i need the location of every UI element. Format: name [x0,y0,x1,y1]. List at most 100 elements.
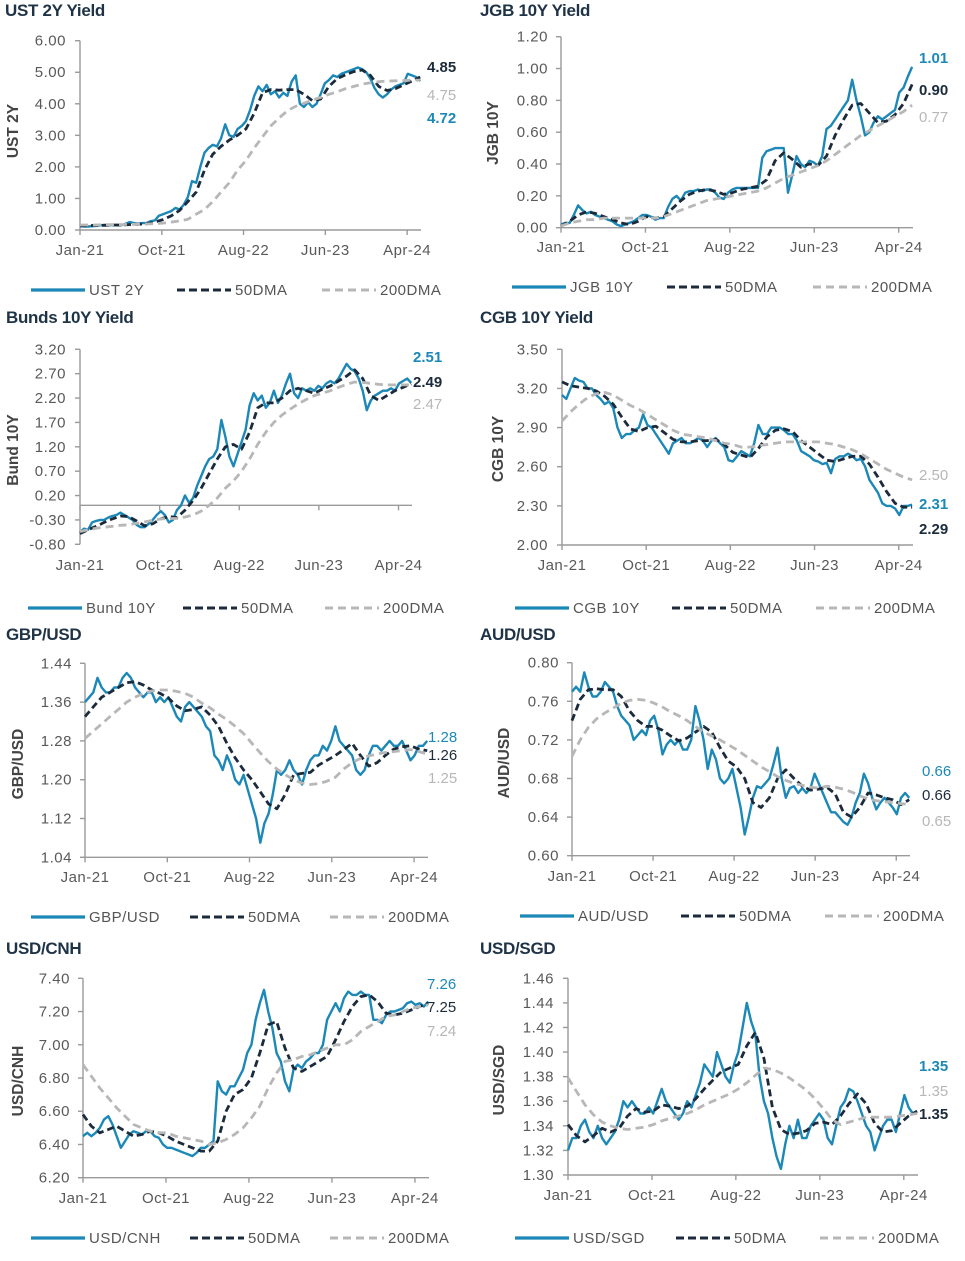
50dma-last-value-label: 1.26 [428,747,457,764]
legend-item-cgb-10y: CGB 10Y [515,599,640,617]
y-tick-label: 0.76 [528,693,559,710]
legend-dashed-line-icon [820,1236,874,1240]
legend-dashed-line-icon [816,606,870,610]
legend-label: 200DMA [388,1229,450,1247]
50dma-last-value-label: 0.90 [919,82,948,99]
legend-dashed-line-icon [325,606,379,610]
y-tick-label: -0.80 [29,536,66,553]
bund-10y-last-value-label: 2.51 [413,349,442,366]
x-tick-label: Apr-24 [383,242,431,259]
usd-sgd-chart: 1.30 1.32 1.34 1.36 1.38 1.40 1.42 1.44 1.46 Jan-… [523,970,948,1204]
y-tick-label: 0.40 [517,156,548,173]
50dma-series-line [79,368,412,535]
50dma-last-value-label: 1.35 [919,1106,948,1123]
chart-title-usd-sgd: USD/SGD [480,939,556,958]
x-tick-label: Oct-21 [628,1187,676,1204]
legend-item-50dma: 50DMA [672,599,783,617]
ust-2y-series-line [79,66,422,228]
legend-label: 50DMA [248,1229,301,1247]
x-tick-label: Jun-23 [790,239,839,256]
x-tick-label: Jun-23 [795,1187,844,1204]
50dma-series-line [81,993,429,1153]
legend-label: GBP/USD [89,908,161,926]
legend-solid-line-icon [512,285,566,289]
x-tick-label: Jun-23 [307,869,356,886]
usd-cnh-chart: 6.20 6.40 6.60 6.80 7.00 7.20 7.40 Jan-21 Oct-21… [39,970,456,1207]
y-tick-label: 6.80 [39,1070,70,1087]
x-tick-label: Aug-22 [708,868,759,885]
chart-title-cgb-10y-yield: CGB 10Y Yield [480,308,593,327]
legend-dashed-line-icon [190,1236,244,1240]
bund-10y-series-line [79,362,413,534]
x-tick-label: Aug-22 [710,1187,761,1204]
y-axis-title: AUD/USD [496,727,513,799]
y-tick-label: 6.40 [39,1137,70,1154]
y-tick-label: 2.00 [517,537,548,554]
y-tick-label: 1.44 [41,655,72,672]
200dma-last-value-label: 4.75 [427,87,456,104]
legend-label: 200DMA [878,1229,940,1247]
y-tick-label: 0.20 [517,188,548,205]
50dma-last-value-label: 0.66 [922,787,951,804]
x-tick-label: Jan-21 [56,557,105,574]
y-tick-label: 1.46 [523,970,554,987]
50dma-series-line [79,68,421,228]
y-tick-label: 2.30 [517,498,548,515]
jgb-10y-series-line [560,66,914,228]
200dma-last-value-label: 1.25 [428,770,457,787]
x-tick-label: Jan-21 [548,868,597,885]
50dma-last-value-label: 7.25 [427,999,456,1016]
legend-dashed-line-icon [813,285,867,289]
200dma-last-value-label: 2.50 [919,467,948,484]
y-tick-label: 1.36 [523,1093,554,1110]
x-tick-label: Jun-23 [307,1190,356,1207]
legend-item-bund-10y: Bund 10Y [28,599,156,617]
y-axis-title: USD/CNH [10,1045,27,1117]
legend-label: CGB 10Y [573,599,640,617]
legend-item-gbp-usd: GBP/USD [31,908,160,926]
y-tick-label: 0.00 [35,222,66,239]
x-tick-label: Apr-24 [880,1187,928,1204]
200dma-series-line [560,103,913,228]
aud-usd-series-line [571,671,911,836]
legend-label: 50DMA [725,278,778,296]
legend-item-200dma: 200DMA [820,1229,939,1247]
chart-title-jgb-10y-yield: JGB 10Y Yield [480,1,591,20]
200dma-last-value-label: 1.35 [919,1083,948,1100]
200dma-series-line [81,1003,429,1146]
legend-item-jgb-10y: JGB 10Y [512,278,634,296]
x-tick-label: Jan-21 [537,239,586,256]
y-tick-label: 1.20 [517,29,548,46]
chart-title-bunds-10y-yield: Bunds 10Y Yield [6,308,134,327]
x-tick-label: Jan-21 [544,1187,593,1204]
y-tick-label: 7.20 [39,1004,70,1021]
200dma-series-line [566,1066,918,1131]
legend-item-200dma: 200DMA [813,278,932,296]
legend-dashed-line-icon [681,914,735,918]
y-tick-label: 1.38 [523,1069,554,1086]
legend-item-200dma: 200DMA [330,1229,449,1247]
y-tick-label: 1.40 [523,1044,554,1061]
y-tick-label: 6.20 [39,1170,70,1187]
legend-item-200dma: 200DMA [322,281,441,299]
legend-dashed-line-icon [322,288,376,292]
legend-label: 200DMA [871,278,933,296]
y-tick-label: 0.70 [35,463,66,480]
x-tick-label: Oct-21 [143,869,191,886]
x-tick-label: Apr-24 [875,557,923,574]
50dma-series-line [83,680,428,811]
x-tick-label: Oct-21 [629,868,677,885]
legend-dashed-line-icon [330,915,384,919]
legend-item-50dma: 50DMA [183,599,294,617]
x-tick-label: Jun-23 [301,242,350,259]
legend-label: JGB 10Y [570,278,634,296]
usd-cnh-series-line [82,988,430,1158]
legend-dashed-line-icon [825,914,879,918]
y-tick-label: 1.44 [523,995,554,1012]
legend-label: 200DMA [383,599,445,617]
200dma-series-line [570,698,910,806]
y-tick-label: 3.20 [517,380,548,397]
y-axis-title: GBP/USD [10,728,27,800]
x-tick-label: Oct-21 [142,1190,190,1207]
x-tick-label: Aug-22 [223,1190,274,1207]
